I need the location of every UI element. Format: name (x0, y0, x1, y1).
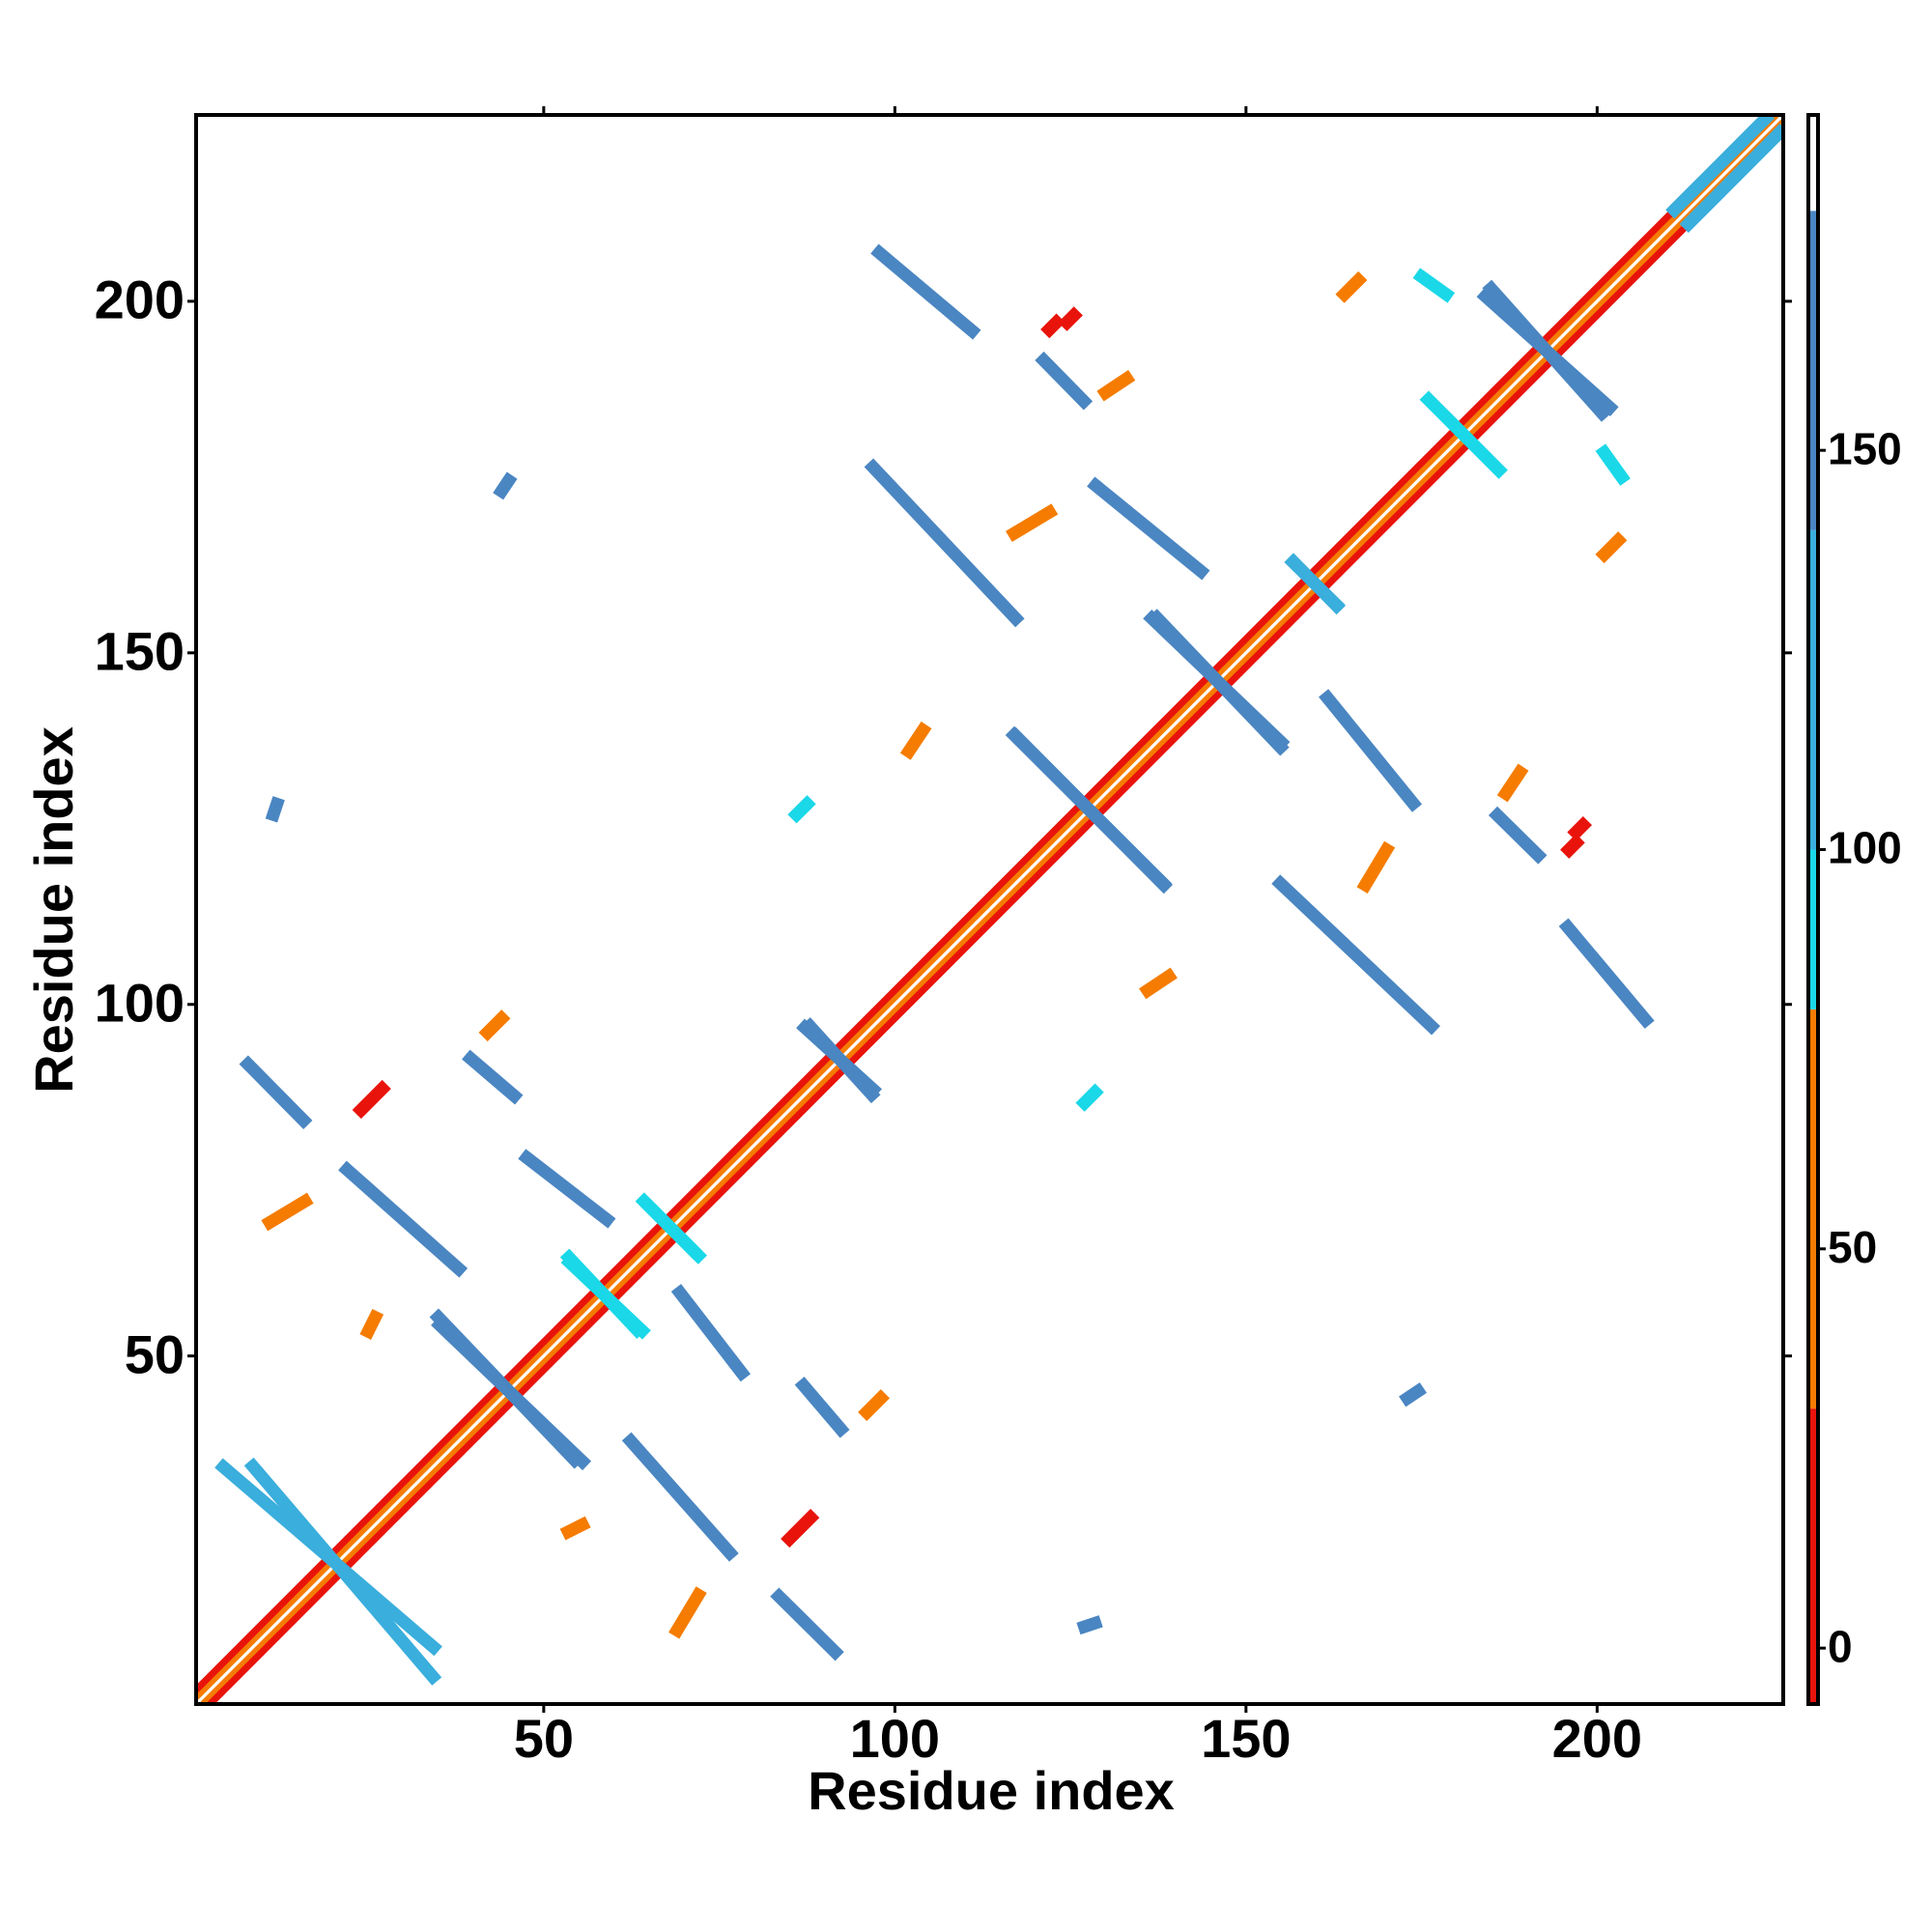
colorbar-tick-label: 0 (1828, 1621, 1853, 1671)
x-tick-label: 50 (514, 1708, 574, 1769)
contact-mirror (1271, 874, 1440, 1036)
y-tick-label: 200 (95, 270, 185, 330)
contact-mirror (670, 1284, 751, 1382)
contact (518, 1149, 616, 1229)
x-axis-title: Residue index (808, 1760, 1175, 1821)
heatmap-cells (196, 115, 1783, 1704)
colorbar-bin (1808, 529, 1818, 850)
contact (239, 1055, 313, 1130)
contact (870, 243, 981, 340)
contact-mirror (668, 1586, 707, 1639)
contact-mirror (639, 1197, 707, 1264)
colorbar-bin (1808, 115, 1818, 212)
contact-mirror (858, 1389, 891, 1422)
contact-mirror (1595, 443, 1631, 486)
contact (462, 1049, 524, 1105)
contact-mirror (781, 1508, 820, 1548)
colorbar-bin (1808, 1408, 1818, 1704)
contact-mirror (1595, 531, 1628, 564)
colorbar-frame (1806, 113, 1820, 1706)
x-tick-label: 100 (850, 1708, 940, 1769)
colorbar-tick-label: 50 (1828, 1222, 1877, 1272)
contact-mirror (1075, 1083, 1104, 1112)
contact (493, 471, 518, 500)
contact (265, 796, 285, 823)
contact-mirror (1482, 279, 1611, 422)
contact (338, 1160, 469, 1278)
contact (899, 721, 932, 760)
colorbar-bin (1808, 849, 1818, 1009)
contact (352, 1079, 391, 1120)
contact-mirror (1496, 763, 1529, 803)
diagonal-band (196, 115, 1772, 1692)
contact-mirror (1139, 967, 1178, 1000)
contact-mirror (1356, 840, 1396, 894)
y-tick-label: 50 (125, 1323, 185, 1384)
contact (261, 1192, 314, 1232)
contact-mirror (243, 1457, 442, 1686)
contact-mirror (1679, 124, 1783, 234)
contact-mirror (1399, 1382, 1427, 1407)
contact (1412, 268, 1456, 303)
contact-mirror (1284, 553, 1346, 614)
contact (1096, 369, 1136, 402)
contact-mirror (1419, 390, 1508, 479)
contact (1665, 115, 1776, 219)
colorbar-tick-label: 150 (1828, 423, 1902, 473)
contact (787, 795, 816, 824)
contact-mirror (1005, 725, 1173, 893)
y-tick-label: 150 (95, 621, 185, 682)
contact (478, 1009, 511, 1042)
diagonal-band (196, 115, 1779, 1700)
contact-mirror (1076, 1615, 1103, 1635)
y-tick-label: 100 (95, 973, 185, 1034)
colorbar-bin (1808, 211, 1818, 530)
contact (1006, 503, 1059, 543)
x-tick-label: 150 (1201, 1708, 1291, 1769)
contact-mirror (1558, 918, 1655, 1029)
contact (1087, 476, 1210, 581)
contact-mirror (559, 1248, 646, 1339)
diagonal-band (200, 119, 1783, 1704)
contact (864, 458, 1025, 628)
contact-mirror (1148, 609, 1290, 756)
contact (1035, 351, 1094, 411)
contact-mirror (1319, 689, 1423, 812)
diagonal-band (208, 127, 1783, 1704)
contact (1040, 313, 1065, 339)
colorbar-tick-label: 100 (1828, 823, 1902, 873)
contact-mirror (1488, 806, 1548, 865)
contact-mirror (1567, 815, 1592, 841)
contact-mirror (429, 1308, 584, 1469)
contact-mirror (794, 1377, 850, 1438)
colorbar-bin (1808, 1009, 1818, 1409)
contact-mirror (770, 1587, 844, 1662)
contact (359, 1308, 384, 1340)
contact-mirror (801, 1017, 881, 1104)
contact-mirror (1560, 834, 1585, 859)
plot-frame (194, 113, 1785, 1706)
contact-mirror (559, 1516, 591, 1541)
contact-mirror (621, 1432, 739, 1562)
y-axis-title: Residue index (23, 726, 84, 1094)
x-tick-label: 200 (1552, 1708, 1642, 1769)
contact (1335, 270, 1368, 303)
contact (1058, 306, 1083, 331)
